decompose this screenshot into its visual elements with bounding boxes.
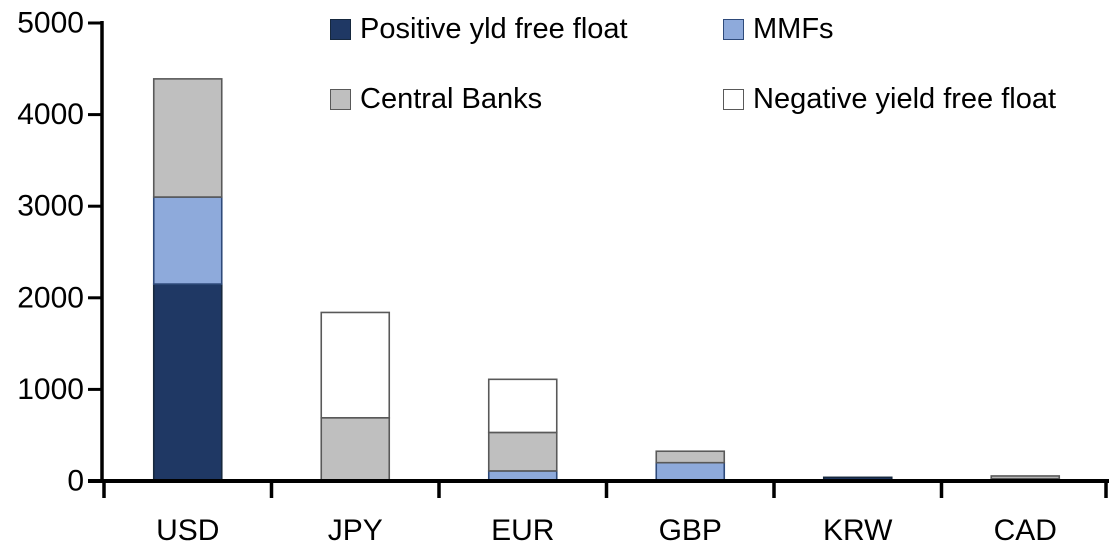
- bar-segment-EUR-negative-yield-free-float: [487, 378, 558, 434]
- y-axis-tick-label: 1000: [17, 373, 84, 406]
- bar-segment-JPY-central-banks: [320, 416, 391, 482]
- y-axis-tick-label: 3000: [17, 190, 84, 223]
- bar-segment-GBP-mmfs: [655, 461, 726, 482]
- y-axis-tick-label: 4000: [17, 98, 84, 131]
- x-axis-label-jpy: JPY: [328, 514, 383, 547]
- bar-segment-EUR-central-banks: [487, 431, 558, 472]
- x-axis-label-cad: CAD: [994, 514, 1057, 547]
- x-axis-label-usd: USD: [156, 514, 219, 547]
- y-axis-tick-label: 5000: [17, 7, 84, 40]
- y-axis-tick-label: 0: [67, 465, 84, 498]
- bar-segment-CAD-central-banks: [990, 475, 1061, 480]
- bar-segment-USD-central-banks: [152, 78, 223, 198]
- bar-segment-USD-mmfs: [152, 196, 223, 285]
- bar-segment-JPY-negative-yield-free-float: [320, 311, 391, 419]
- bar-segment-USD-positive-yld-free-float: [152, 283, 223, 482]
- bar-segment-GBP-central-banks: [655, 450, 726, 464]
- x-axis-label-krw: KRW: [823, 514, 893, 547]
- x-axis-label-gbp: GBP: [659, 514, 722, 547]
- y-axis-tick-label: 2000: [17, 281, 84, 314]
- x-axis-label-eur: EUR: [491, 514, 554, 547]
